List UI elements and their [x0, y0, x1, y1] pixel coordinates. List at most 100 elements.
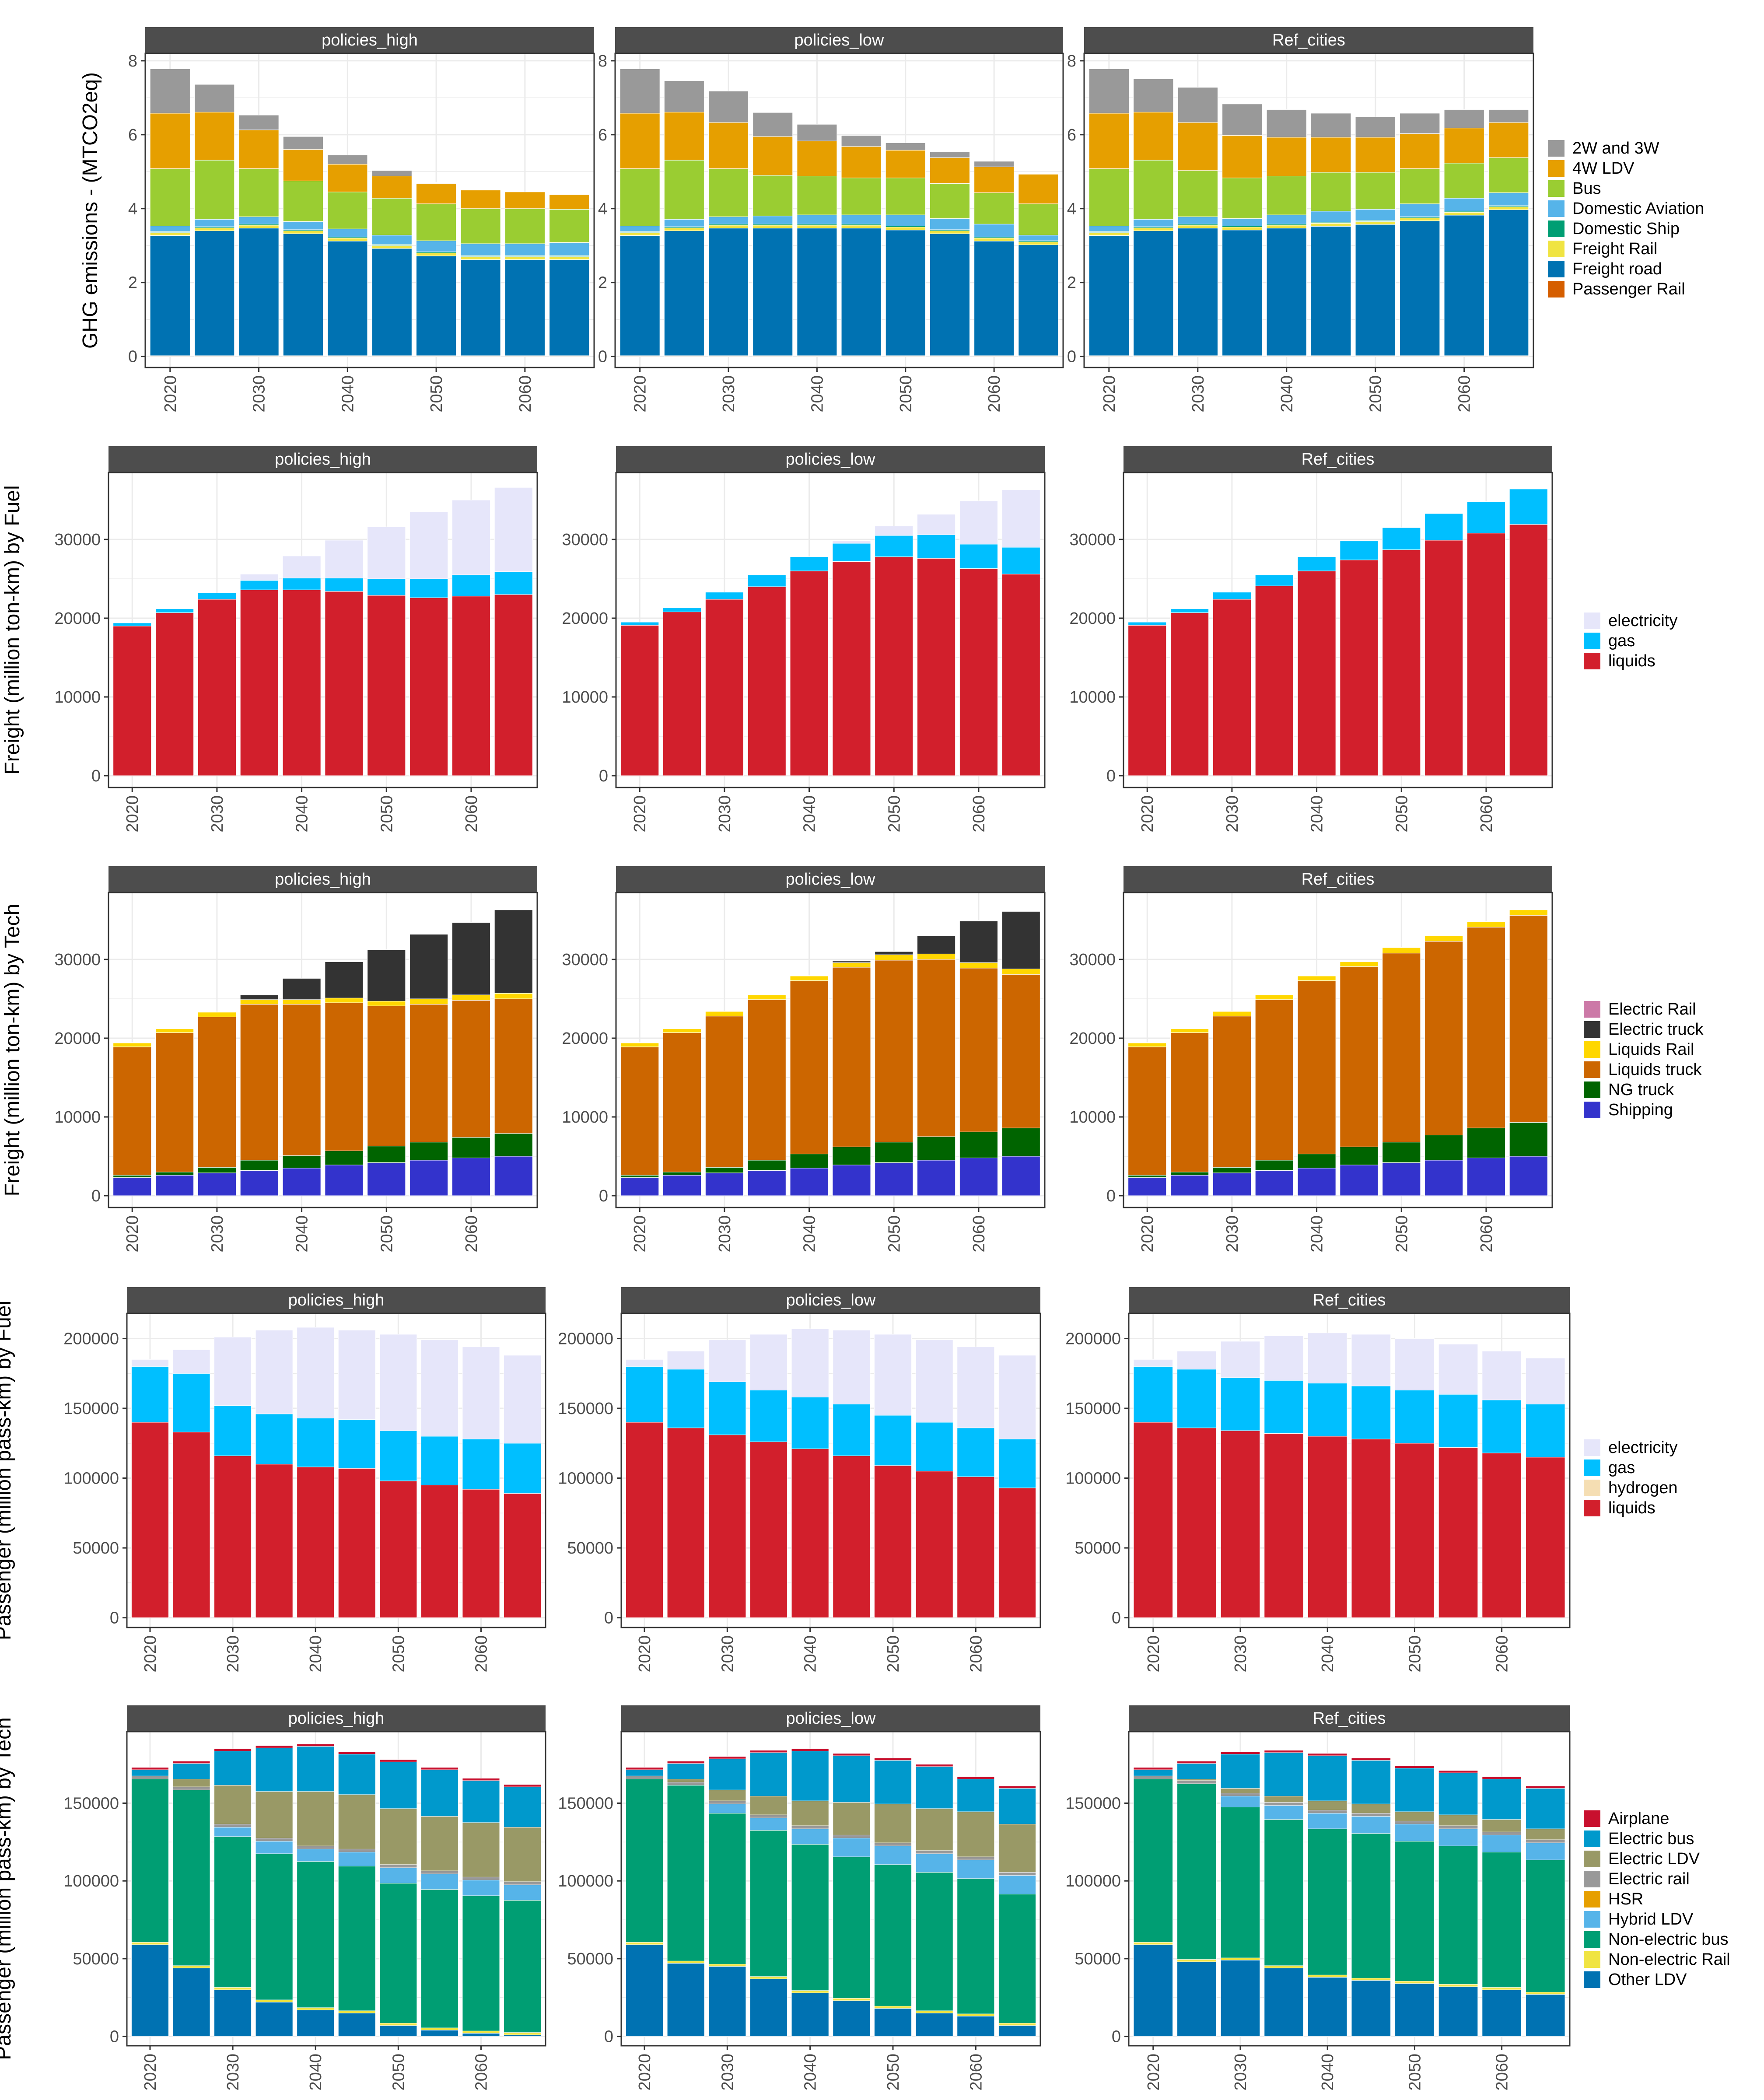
y-tick-label: 0: [1112, 2028, 1121, 2046]
y-tick-label: 200000: [63, 1330, 119, 1348]
bar-segment: [1307, 1974, 1348, 1978]
bar-segment: [1255, 574, 1294, 586]
bar-segment: [667, 1369, 705, 1428]
bar-segment: [1525, 1788, 1565, 1829]
bar-segment: [1001, 490, 1040, 548]
bar-segment: [371, 248, 412, 356]
bar-segment: [833, 1330, 871, 1404]
bar-segment: [998, 1488, 1036, 1618]
bar-segment: [1351, 1803, 1391, 1814]
legend-label: Bus: [1572, 179, 1601, 198]
bar-segment: [325, 1150, 364, 1166]
bar-segment: [915, 2010, 953, 2013]
x-tick-label: 2050: [1367, 375, 1385, 413]
bar-segment: [1340, 961, 1379, 967]
bar-segment: [504, 256, 545, 260]
bar-segment: [1351, 1833, 1391, 1978]
bar-segment: [420, 1873, 458, 1890]
bar-segment: [874, 1845, 912, 1865]
bar-segment: [1018, 242, 1059, 245]
bar-segment: [625, 1778, 664, 1943]
bar-segment: [1297, 1154, 1336, 1169]
x-tick-label: 2040: [293, 1215, 312, 1253]
bar-segment: [1466, 533, 1506, 776]
bar-segment: [371, 175, 412, 199]
facet-panel-Ref_cities: Ref_cities 0 10000 20000 30000 2020 2030 2040 20…: [1069, 866, 1553, 1253]
bar-segment: [420, 2027, 458, 2030]
bar-segment: [494, 594, 533, 776]
bar-segment: [929, 218, 970, 230]
facet-panel-policies_high: policies_high 0 10000 20000 30000 2020 2030 204…: [54, 866, 538, 1253]
bar-segment: [1400, 168, 1440, 204]
bar-segment: [503, 1784, 542, 1787]
bar-segment: [885, 230, 926, 356]
x-tick-label: 2050: [884, 2054, 903, 2091]
bar-segment: [1355, 221, 1396, 225]
bar-segment: [974, 241, 1015, 356]
x-tick-label: 2020: [1144, 1635, 1163, 1673]
bar-segment: [998, 2025, 1036, 2037]
bar-segment: [1355, 224, 1396, 356]
bar-segment: [797, 214, 837, 224]
bar-segment: [1297, 976, 1336, 981]
bar-segment: [1177, 1351, 1217, 1370]
bar-segment: [885, 227, 926, 231]
bar-segment: [1311, 223, 1351, 227]
bar-segment: [662, 612, 702, 776]
facet-strip-label: Ref_cities: [1302, 870, 1375, 889]
x-tick-label: 2020: [631, 795, 649, 833]
facet-panel-Ref_cities: Ref_cities 0 50000 100000 150000 200000 2020 20…: [1065, 1287, 1571, 1673]
bar-segment: [998, 1894, 1036, 2023]
bar-segment: [1307, 1333, 1348, 1384]
bar-segment: [957, 1476, 995, 1618]
x-tick-label: 2030: [718, 1635, 737, 1673]
x-tick-label: 2040: [1319, 2054, 1337, 2091]
bar-segment: [1255, 999, 1294, 1161]
bar-segment: [791, 1992, 829, 2037]
panel-border: [1123, 472, 1553, 788]
bar-segment: [214, 1989, 252, 2037]
bar-segment: [705, 599, 744, 776]
legend-label: Electric Rail: [1608, 1000, 1696, 1018]
bar-segment: [462, 1880, 500, 1896]
bar-segment: [705, 1016, 744, 1168]
bar-segment: [1266, 175, 1307, 215]
facet-strip-label: policies_low: [786, 870, 875, 889]
bar-segment: [791, 1328, 829, 1397]
bar-segment: [1382, 947, 1421, 948]
bar-segment: [1395, 1768, 1435, 1812]
bar-segment: [875, 535, 914, 557]
bar-segment: [708, 91, 749, 123]
facet-strip: [621, 1287, 1040, 1313]
y-tick-label: 100000: [63, 1872, 119, 1890]
bar-segment: [998, 2023, 1036, 2026]
bar-segment: [367, 526, 406, 579]
bar-segment: [240, 1004, 279, 1161]
bar-segment: [1444, 215, 1484, 356]
bar-segment: [747, 586, 786, 776]
legend: electricity gas liquids: [1584, 612, 1677, 670]
legend-label: gas: [1608, 632, 1635, 650]
bar-segment: [197, 1172, 236, 1196]
legend-label: HSR: [1608, 1890, 1643, 1908]
bar-segment: [1297, 570, 1336, 776]
bar-segment: [460, 243, 501, 256]
facet-strip: [615, 27, 1063, 53]
bar-segment: [462, 1489, 500, 1618]
bar-segment: [503, 2032, 542, 2035]
legend-key: [1548, 160, 1564, 177]
bar-segment: [460, 190, 501, 209]
x-tick-label: 2030: [208, 1215, 227, 1253]
bar-segment: [662, 1028, 702, 1033]
x-tick-label: 2060: [1477, 1215, 1496, 1253]
bar-segment: [1133, 1944, 1173, 2037]
bar-segment: [917, 514, 956, 535]
y-tick-label: 150000: [1065, 1795, 1121, 1813]
y-tick-label: 200000: [558, 1330, 613, 1348]
bar-segment: [1395, 1443, 1435, 1618]
bar-segment: [379, 1334, 417, 1431]
y-tick-label: 100000: [1065, 1470, 1121, 1488]
bar-segment: [325, 1165, 364, 1196]
bar-segment: [1220, 1806, 1260, 1958]
